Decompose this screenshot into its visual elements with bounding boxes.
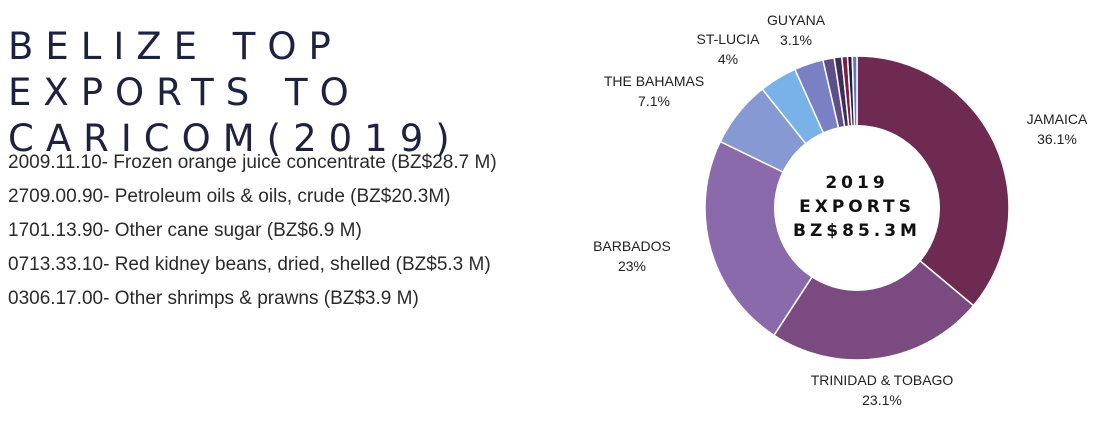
export-item: 0306.17.00- Other shrimps & prawns (BZ$3… <box>8 288 419 309</box>
slice-label-percent: 36.1% <box>1037 131 1077 147</box>
export-item: 2709.00.90- Petroleum oils & oils, crude… <box>8 186 451 207</box>
slice-label-percent: 7.1% <box>638 93 670 109</box>
slice-label-name: BARBADOS <box>593 238 671 254</box>
donut-center <box>774 125 940 291</box>
slice-label-percent: 3.1% <box>780 32 812 48</box>
center-total: BZ$85.3M <box>793 221 921 241</box>
donut-chart: 2019 EXPORTS BZ$85.3M JAMAICA 36.1% TRINID… <box>593 12 1088 408</box>
export-item: 2009.11.10- Frozen orange juice concentr… <box>8 152 497 173</box>
slice-label-percent: 4% <box>718 51 738 67</box>
center-year: 2019 <box>825 173 888 193</box>
slice-label-percent: 23% <box>618 258 646 274</box>
page-title: BELIZE TOP EXPORTS TO CARICOM(2019) <box>8 25 462 160</box>
slice-label-percent: 23.1% <box>862 392 902 408</box>
top-exports-list: 2009.11.10- Frozen orange juice concentr… <box>8 146 497 316</box>
center-label: EXPORTS <box>799 197 915 217</box>
slice-label-name: TRINIDAD & TOBAGO <box>811 372 954 388</box>
slice-label-name: ST-LUCIA <box>696 31 760 47</box>
slice-labels: JAMAICA 36.1% TRINIDAD & TOBAGO 23.1% BARBAD… <box>593 12 1088 408</box>
slice-label-name: GUYANA <box>767 12 826 28</box>
export-item: 1701.13.90- Other cane sugar (BZ$6.9 M) <box>8 220 362 241</box>
slice-label-name: THE BAHAMAS <box>604 73 704 89</box>
slice-label-name: JAMAICA <box>1027 111 1088 127</box>
export-item: 0713.33.10- Red kidney beans, dried, she… <box>8 254 491 275</box>
